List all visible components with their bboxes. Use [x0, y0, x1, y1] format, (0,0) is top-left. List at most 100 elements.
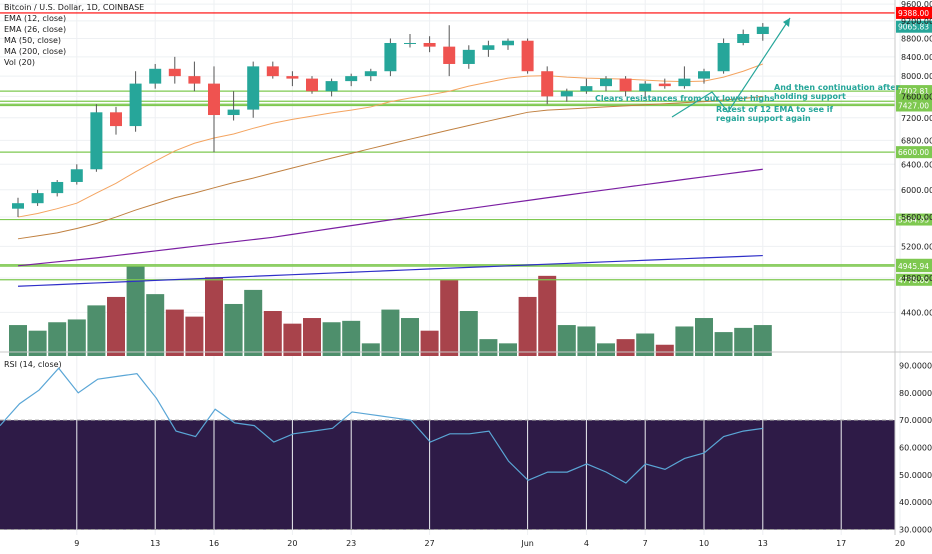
rsi-tick-label: 90.0000: [899, 361, 932, 370]
level-label: 5564.93: [898, 216, 929, 225]
volume-bar: [753, 325, 772, 356]
candle-body: [560, 91, 573, 97]
candle-body: [247, 66, 260, 110]
volume-bar: [675, 326, 694, 356]
rsi-tick-label: 70.0000: [899, 416, 932, 425]
volume-bar: [557, 325, 576, 356]
level-label: 6600.00: [898, 148, 929, 157]
candle-body: [521, 40, 534, 72]
rsi-tick-label: 60.0000: [899, 444, 932, 453]
volume-bar: [205, 277, 223, 356]
ema26-line: [17, 95, 763, 240]
candle-body: [149, 68, 162, 84]
volume-bar: [9, 325, 27, 356]
candle-body: [619, 78, 632, 92]
level-label-bg: [896, 260, 932, 273]
candle-body: [364, 71, 377, 77]
candle-body: [306, 78, 318, 92]
level-label-bg: [896, 6, 932, 19]
candle-body: [188, 76, 201, 84]
date-tick-label: Jun: [520, 539, 534, 548]
level-label-bg: [896, 99, 932, 112]
date-tick-label: 20: [895, 539, 905, 548]
volume-bar: [48, 322, 67, 356]
date-tick-label: 7: [643, 539, 648, 548]
candle-body: [12, 203, 24, 209]
volume-bar: [518, 296, 537, 356]
rsi-tick-label: 50.0000: [899, 471, 932, 480]
horizontal-levels: 9388.007702.817506.777450.007427.006600.…: [0, 6, 932, 286]
annotation-arrow-head: [783, 18, 790, 27]
last-price-bg: [896, 20, 932, 33]
volume-bar: [28, 330, 47, 356]
price-tick-label: 8000.00: [901, 72, 932, 81]
volume-bar: [636, 333, 655, 356]
candle-body: [462, 49, 475, 64]
level-label-bg: [896, 213, 932, 226]
date-tick-label: 13: [758, 539, 768, 548]
annotation-continuation-1: And then continuation after: [774, 83, 900, 92]
volume-bar: [714, 332, 733, 356]
symbol-title: Bitcoin / U.S. Dollar, 1D, COINBASE: [4, 3, 144, 12]
volume-bar: [440, 280, 459, 356]
candle-body: [698, 71, 710, 79]
date-tick-label: 17: [836, 539, 846, 548]
volume-bar: [655, 344, 674, 356]
candle-body: [227, 109, 240, 116]
volume-bar: [322, 322, 341, 356]
level-label: 7427.00: [898, 101, 929, 110]
price-tick-label: 5200.00: [901, 242, 932, 251]
price-tick-label: 9200.00: [901, 17, 932, 26]
price-tick-label: 7600.00: [901, 92, 932, 101]
candle-body: [51, 181, 64, 194]
level-label-bg: [896, 146, 932, 159]
price-tick-label: 8800.00: [901, 34, 932, 43]
candle-body: [404, 42, 416, 44]
moving-average-lines: [17, 63, 763, 287]
date-tick-label: 10: [699, 539, 709, 548]
level-label: 4945.94: [898, 262, 929, 271]
volume-bar: [107, 296, 125, 356]
candle-body: [90, 112, 103, 170]
volume-bar: [479, 339, 498, 356]
legend-ma200: MA (200, close): [4, 47, 66, 56]
annotation-retest-2: regain support again: [716, 114, 811, 123]
date-tick-label: 16: [209, 539, 219, 548]
volume-bar: [420, 330, 439, 356]
price-tick-label: 6000.00: [901, 186, 932, 195]
candle-body: [384, 42, 397, 72]
annotations: Clears resistances from our lower highs R…: [595, 17, 900, 123]
price-tick-label: 6400.00: [901, 160, 932, 169]
candle-body: [31, 193, 44, 204]
ma200-line: [17, 254, 763, 287]
volume-bar: [185, 316, 204, 356]
rsi-tick-label: 40.0000: [899, 498, 932, 507]
date-tick-label: 20: [287, 539, 297, 548]
annotation-continuation-2: holding support: [774, 92, 846, 101]
volume-bar: [538, 275, 557, 356]
volume-bar: [283, 323, 302, 356]
annotation-retest-1: Retest of 12 EMA to see if: [716, 105, 834, 114]
date-tick-label: 27: [425, 539, 435, 548]
rsi-tick-label: 30.0000: [899, 526, 932, 535]
price-tick-label: 6800.00: [901, 136, 932, 145]
rsi-line: [0, 367, 763, 484]
volume-bar: [146, 294, 165, 356]
legend-ema26: EMA (26, close): [4, 25, 66, 34]
candle-body: [678, 78, 691, 87]
candle-body: [286, 76, 299, 79]
candle-body: [541, 71, 554, 97]
volume-bar: [165, 309, 184, 356]
volume-bar: [401, 318, 419, 356]
axes: 9600.00 9200.00 8800.00 8400.00 8000.00 7600.…: [74, 0, 932, 548]
price-tick-label: 8400.00: [901, 53, 932, 62]
volume-bar: [361, 343, 380, 356]
volume-bar: [734, 327, 753, 356]
date-tick-label: 23: [346, 539, 356, 548]
level-label: 4778.00: [898, 276, 929, 285]
volume-bar: [499, 343, 517, 356]
price-tick-label: 7200.00: [901, 114, 932, 123]
level-label-bg: [896, 85, 932, 98]
volume-bar: [459, 311, 478, 356]
